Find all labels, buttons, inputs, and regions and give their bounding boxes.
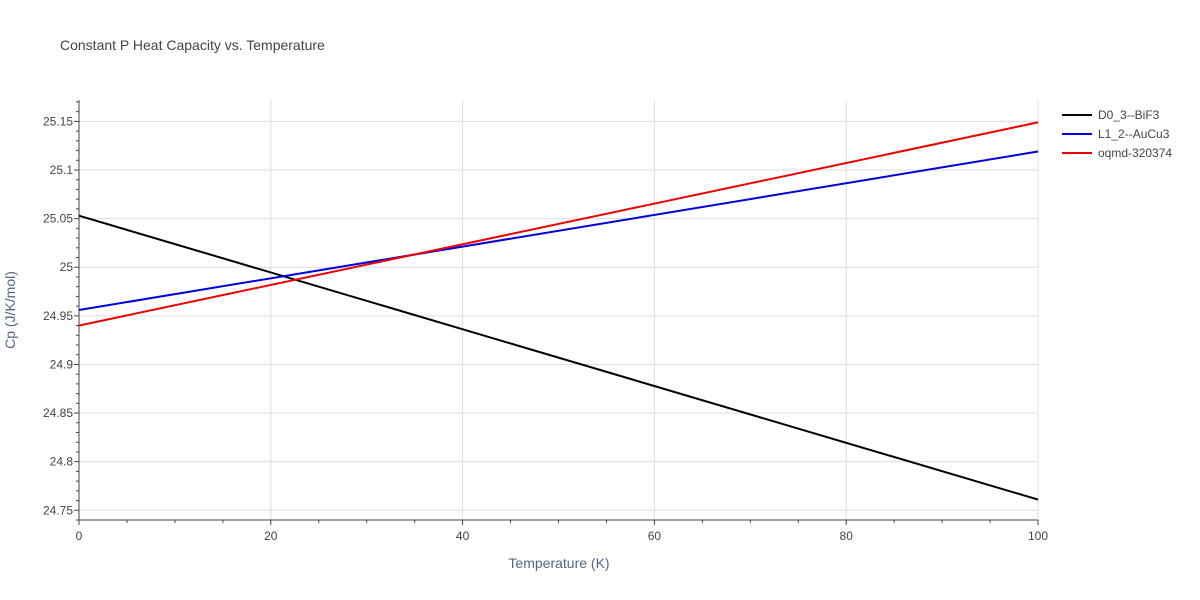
- legend-item[interactable]: L1_2--AuCu3: [1062, 127, 1170, 141]
- x-tick-label: 40: [456, 529, 470, 543]
- y-tick-label: 25: [60, 260, 74, 274]
- x-tick-label: 60: [648, 529, 662, 543]
- legend-label: D0_3--BiF3: [1098, 108, 1160, 122]
- x-tick-label: 100: [1028, 529, 1048, 543]
- legend-item[interactable]: oqmd-320374: [1062, 146, 1172, 160]
- series-line[interactable]: [78, 121, 1039, 327]
- y-tick-label: 25.1: [50, 163, 74, 177]
- y-tick-label: 25.05: [43, 212, 73, 226]
- legend-item[interactable]: D0_3--BiF3: [1062, 108, 1160, 122]
- y-tick-label: 24.95: [43, 309, 73, 323]
- legend-label: oqmd-320374: [1098, 146, 1172, 160]
- axes: 24.75 24.8 24.85 24.9 24.95 25 25.05 25.1 25.15 0…: [43, 100, 1048, 543]
- plot-area: [78, 121, 1039, 501]
- y-tick-label: 24.85: [43, 406, 73, 420]
- x-axis-title: Temperature (K): [508, 555, 609, 571]
- legend-label: L1_2--AuCu3: [1098, 127, 1170, 141]
- grid: [79, 100, 1039, 520]
- y-tick-label: 25.15: [43, 114, 73, 128]
- y-tick-label: 24.9: [50, 357, 74, 371]
- y-tick-label: 24.75: [43, 503, 73, 517]
- legend[interactable]: D0_3--BiF3 L1_2--AuCu3 oqmd-320374: [1062, 108, 1172, 160]
- series-line[interactable]: [78, 214, 1039, 501]
- x-tick-label: 0: [76, 529, 83, 543]
- series-line[interactable]: [78, 150, 1039, 311]
- y-tick-label: 24.8: [50, 455, 74, 469]
- x-tick-label: 20: [264, 529, 278, 543]
- chart-title: Constant P Heat Capacity vs. Temperature: [60, 37, 325, 53]
- y-axis-title: Cp (J/K/mol): [2, 271, 18, 349]
- x-tick-label: 80: [840, 529, 854, 543]
